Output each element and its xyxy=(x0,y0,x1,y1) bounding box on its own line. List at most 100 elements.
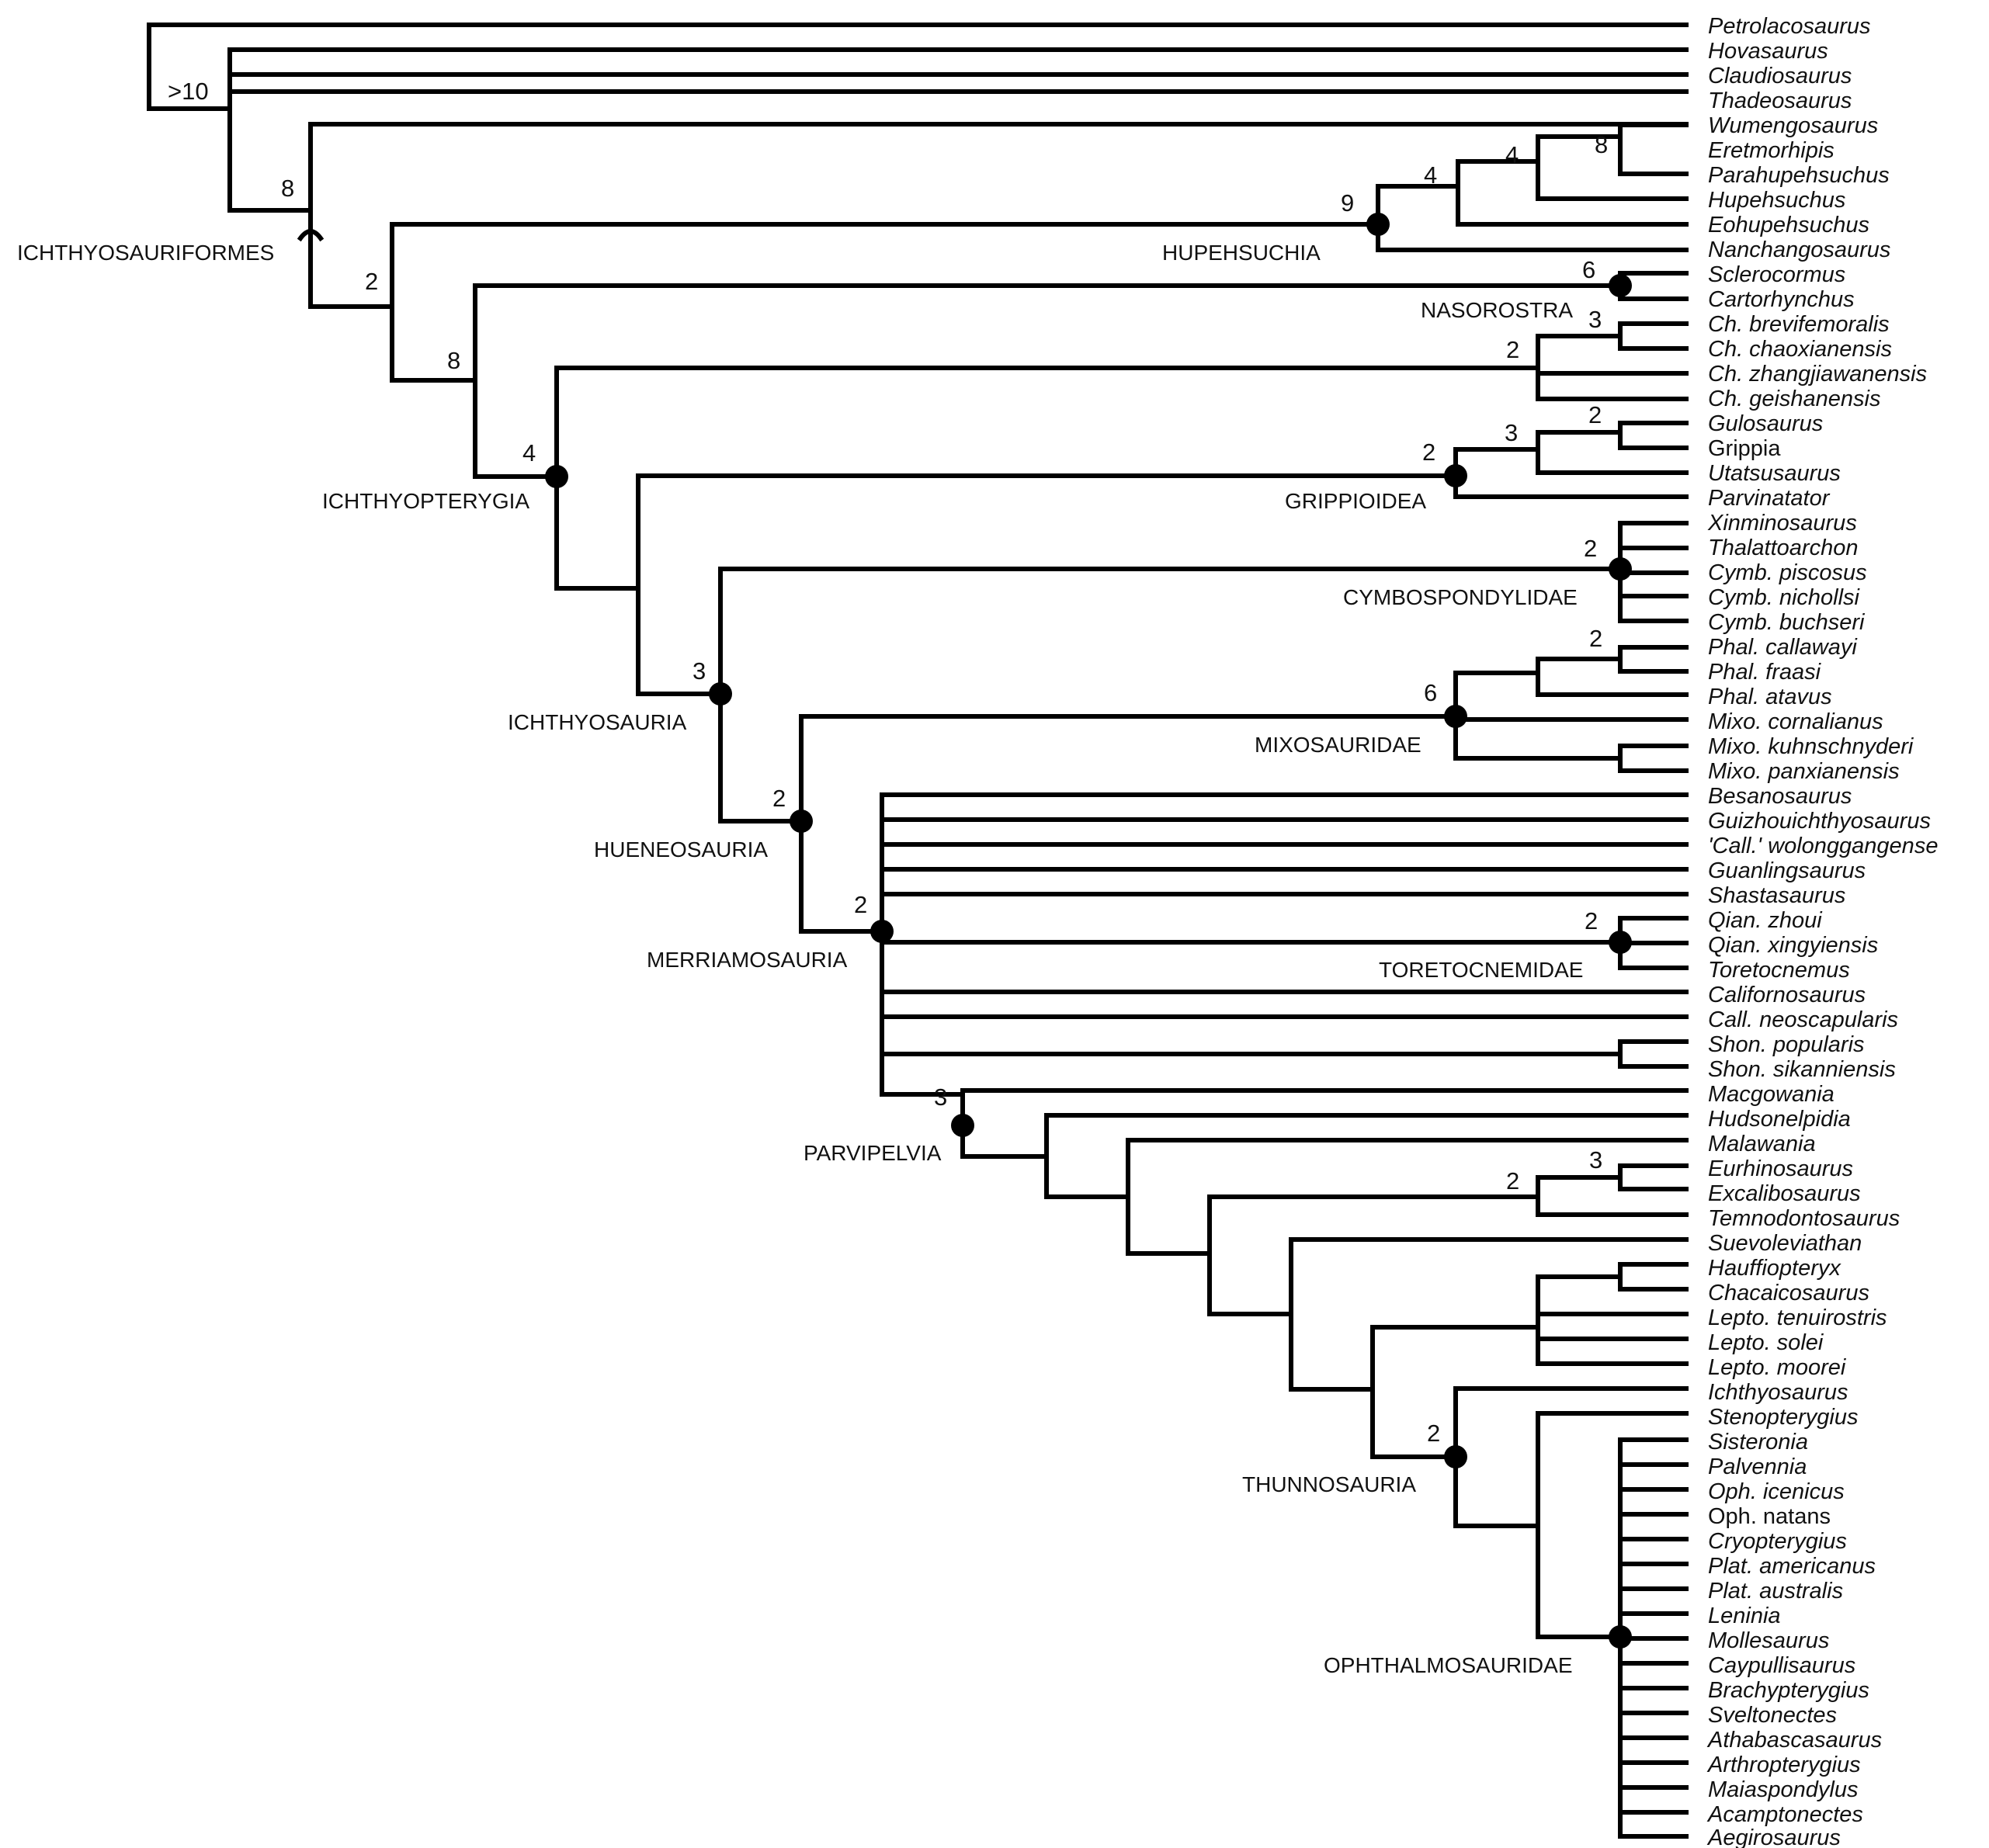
support-value: 8 xyxy=(447,347,460,374)
taxon-label: Ch. geishanensis xyxy=(1708,387,1880,411)
node-nasorostra xyxy=(1609,274,1632,297)
branch-chaohusaurus xyxy=(1536,334,1689,401)
branch-root xyxy=(147,23,1689,111)
branch-malawania xyxy=(1126,1138,1689,1256)
taxon-label: Californosaurus xyxy=(1708,983,1866,1007)
branch-gulosaurus-cherry xyxy=(1618,421,1689,450)
node-mixosauridae xyxy=(1444,705,1467,728)
taxon-label: Brachypterygius xyxy=(1708,1678,1869,1703)
taxon-label: Plat. americanus xyxy=(1708,1554,1876,1579)
branch-eurhinosaurus-cherry xyxy=(1618,1163,1689,1191)
support-value: 2 xyxy=(772,785,786,812)
node-grippioidea xyxy=(1444,464,1467,487)
taxon-label: Shon. sikanniensis xyxy=(1708,1057,1896,1082)
branches xyxy=(147,23,1689,1839)
taxon-label: Cymb. buchseri xyxy=(1708,610,1866,635)
taxon-label: Call. neoscapularis xyxy=(1708,1007,1898,1032)
taxon-label: Chacaicosaurus xyxy=(1708,1281,1869,1305)
branch-eurhinosaurus-group xyxy=(1536,1175,1689,1217)
support-value: 2 xyxy=(1506,1167,1519,1194)
support-value: 6 xyxy=(1582,256,1595,283)
taxon-label: Ichthyosaurus xyxy=(1708,1380,1848,1405)
support-values: >10 8 2 9 4 4 8 8 6 4 2 3 2 3 2 2 3 6 2 … xyxy=(168,78,1608,1447)
branch-temnodontosaurus-group xyxy=(1207,1194,1540,1316)
taxon-labels: Petrolacosaurus Hovasaurus Claudiosaurus… xyxy=(1706,14,1938,1848)
branch-ichthyosauriformes xyxy=(308,122,1689,309)
support-value: 2 xyxy=(1585,907,1598,934)
branch-hauffiopteryx-cherry xyxy=(1618,1262,1689,1292)
support-value-ichthyosauriformes: 8 xyxy=(281,175,294,202)
support-value: 4 xyxy=(1424,161,1437,189)
branch-phalarodon xyxy=(1536,657,1689,697)
support-value: 2 xyxy=(1589,625,1602,652)
taxon-label: Guizhouichthyosaurus xyxy=(1708,809,1931,834)
taxon-label: Lepto. moorei xyxy=(1708,1355,1847,1380)
clade-label-ichthyosauriformes: ICHTHYOSAURIFORMES xyxy=(17,241,274,265)
branch-mixo-cherry xyxy=(1618,744,1689,773)
node-hueneosauria xyxy=(790,810,813,833)
taxon-label: Parvinatator xyxy=(1708,486,1831,511)
taxon-label: Shastasaurus xyxy=(1708,883,1845,908)
node-hupehsuchia xyxy=(1366,213,1390,236)
taxon-label: Hauffiopteryx xyxy=(1708,1256,1841,1281)
taxon-label: Thadeosaurus xyxy=(1708,88,1852,113)
branch-grippioidea-stem xyxy=(636,473,1458,696)
taxon-label: Arthropterygius xyxy=(1706,1753,1861,1777)
taxon-label: Grippia xyxy=(1708,436,1781,461)
node-ophthalmosauridae xyxy=(1609,1625,1632,1649)
taxon-label: Eohupehsuchus xyxy=(1708,213,1869,238)
branch-hupeh-inner xyxy=(1456,159,1689,227)
support-value: 2 xyxy=(1422,439,1435,466)
taxon-label: Hovasaurus xyxy=(1708,39,1828,64)
branch-chaohusaurus-cherry xyxy=(1618,321,1689,351)
support-value: 4 xyxy=(522,439,536,466)
taxon-label: Mixo. cornalianus xyxy=(1708,709,1883,734)
taxon-label: Cymb. nichollsi xyxy=(1708,585,1861,610)
taxon-label: Oph. icenicus xyxy=(1708,1479,1845,1504)
branch-leptonectidae-stem xyxy=(1370,1325,1540,1459)
clade-label-hueneosauria: HUENEOSAURIA xyxy=(594,837,768,862)
taxon-label: Cymb. piscosus xyxy=(1708,560,1867,585)
node-merriamosauria xyxy=(870,920,894,943)
support-value: 4 xyxy=(1505,141,1519,168)
support-value: 3 xyxy=(1505,419,1518,446)
taxon-label: Caypullisaurus xyxy=(1708,1653,1855,1678)
taxon-label: Acamptonectes xyxy=(1706,1802,1863,1827)
clade-label-ichthyopterygia: ICHTHYOPTERYGIA xyxy=(322,489,529,513)
clade-label-toretocnemidae: TORETOCNEMIDAE xyxy=(1379,958,1583,982)
taxon-label: Ch. chaoxianensis xyxy=(1708,337,1892,362)
clade-label-nasorostra: NASOROSTRA xyxy=(1421,298,1573,322)
branch-suevoleviathan xyxy=(1289,1237,1689,1392)
taxon-label: Besanosaurus xyxy=(1708,784,1852,809)
taxon-label: Ch. zhangjiawanensis xyxy=(1708,362,1927,387)
taxon-label: Palvennia xyxy=(1708,1454,1807,1479)
clade-label-hupehsuchia: HUPEHSUCHIA xyxy=(1162,241,1321,265)
branch-thunnosauria xyxy=(1453,1386,1689,1528)
support-value: 2 xyxy=(854,891,867,918)
taxon-label: Sisteronia xyxy=(1708,1430,1808,1454)
clade-label-ophthalmosauridae: OPHTHALMOSAURIDAE xyxy=(1324,1653,1573,1677)
taxon-label: Shon. popularis xyxy=(1708,1032,1865,1057)
branch-grippia-group xyxy=(1536,430,1689,475)
support-value: 3 xyxy=(1589,1146,1602,1174)
taxon-label: Parahupehsuchus xyxy=(1708,163,1890,188)
clade-label-ichthyosauria: ICHTHYOSAURIA xyxy=(508,710,687,734)
branch-stenopterygius xyxy=(1536,1411,1689,1639)
branch-hupehsuchia xyxy=(1376,184,1689,252)
taxon-label: Maiaspondylus xyxy=(1708,1777,1858,1802)
taxon-label: Xinminosaurus xyxy=(1707,511,1857,536)
taxon-label: Eurhinosaurus xyxy=(1708,1156,1853,1181)
support-value: 3 xyxy=(693,657,706,685)
taxon-label: Macgowania xyxy=(1708,1082,1835,1107)
taxon-label: Aegirosaurus xyxy=(1706,1825,1841,1848)
support-value: 2 xyxy=(1427,1420,1440,1447)
taxon-label: Cartorhynchus xyxy=(1708,287,1855,312)
branch-unresolved-outgroup xyxy=(227,47,1689,213)
taxon-label: Phal. atavus xyxy=(1708,685,1832,709)
taxon-label: Mixo. kuhnschnyderi xyxy=(1708,734,1914,759)
taxon-label: Excalibosaurus xyxy=(1708,1181,1861,1206)
clade-label-thunnosauria: THUNNOSAURIA xyxy=(1242,1472,1416,1496)
support-value: 9 xyxy=(1341,189,1354,217)
clade-label-cymbospondylidae: CYMBOSPONDYLIDAE xyxy=(1343,585,1578,609)
taxon-label: Leninia xyxy=(1708,1604,1781,1628)
